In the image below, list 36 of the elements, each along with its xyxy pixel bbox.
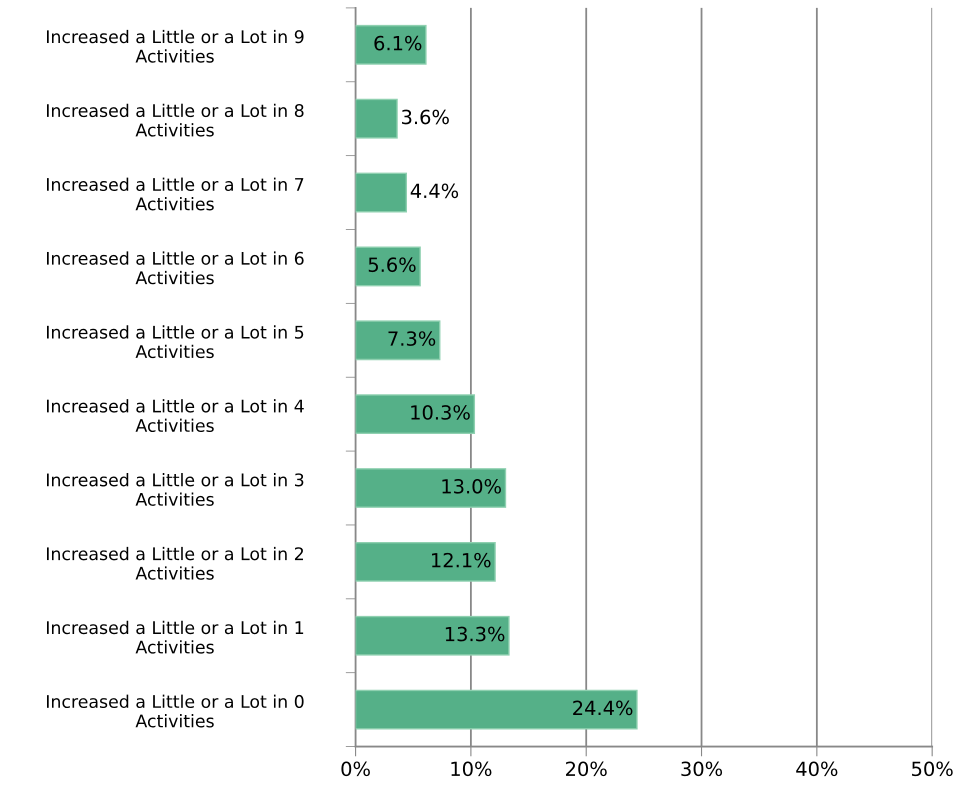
x-tick-label: 20% <box>566 761 607 776</box>
bar <box>356 172 408 212</box>
bar <box>356 24 427 65</box>
y-tick-label: Increased a Little or a Lot in 4 Activities <box>47 399 304 432</box>
data-label: 6.1% <box>374 36 422 50</box>
bar <box>356 320 440 360</box>
y-tick-label: Increased a Little or a Lot in 7 Activities <box>47 178 304 210</box>
data-label: 13.3% <box>446 626 504 642</box>
bar <box>356 394 476 434</box>
x-tick-label: 30% <box>681 761 722 776</box>
data-label: 4.4% <box>410 183 458 198</box>
y-tick-label: Increased a Little or a Lot in 8 Activities <box>47 104 304 137</box>
x-tick-label: 40% <box>796 761 838 776</box>
data-label: 12.1% <box>432 552 491 568</box>
data-label: 13.0% <box>442 478 501 494</box>
data-label: 5.6% <box>368 257 416 272</box>
bar <box>356 616 510 656</box>
data-label: 3.6% <box>402 110 449 124</box>
bar <box>356 468 506 508</box>
data-label: 10.3% <box>411 405 470 420</box>
x-tick-label: 0% <box>341 761 370 776</box>
data-label: 7.3% <box>388 331 436 346</box>
y-tick-label: Increased a Little or a Lot in 3 Activities <box>47 473 304 506</box>
y-tick-label: Increased a Little or a Lot in 5 Activities <box>47 325 304 358</box>
y-tick-label: Increased a Little or a Lot in 6 Activities <box>47 251 304 284</box>
y-tick-label: Increased a Little or a Lot in 0 Activities <box>47 694 304 728</box>
y-tick-label: Increased a Little or a Lot in 1 Activities <box>47 620 304 654</box>
y-tick-label: Increased a Little or a Lot in 9 Activities <box>47 30 304 63</box>
bar <box>356 542 496 582</box>
bar <box>356 690 638 730</box>
x-tick-label: 10% <box>451 761 492 776</box>
bar <box>356 98 398 139</box>
bar <box>356 246 421 286</box>
data-label: 24.4% <box>573 700 632 716</box>
x-tick-label: 50% <box>912 761 953 776</box>
y-tick-label: Increased a Little or a Lot in 2 Activities <box>47 546 303 580</box>
